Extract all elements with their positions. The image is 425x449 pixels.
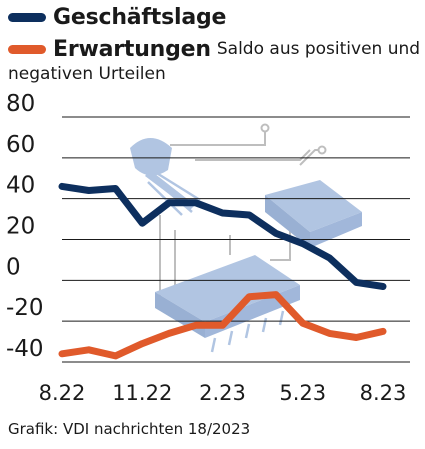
series-lines	[58, 182, 387, 360]
x-tick-label: 8.22	[39, 381, 86, 405]
legend: Geschäftslage Erwartungen Saldo aus posi…	[8, 0, 425, 84]
series-line-geschaeftslage	[58, 182, 387, 290]
legend-swatch-geschaeftslage	[8, 12, 46, 22]
x-tick-label: 11.22	[112, 381, 172, 405]
legend-note-line2: negativen Urteilen	[8, 64, 166, 84]
legend-swatch-erwartungen	[8, 44, 46, 54]
y-tick-label: -20	[6, 295, 44, 321]
x-tick-label: 8.23	[360, 381, 407, 405]
x-axis-ticks: 8.22 11.22 2.23 5.23 8.23	[39, 381, 407, 405]
legend-label-geschaeftslage: Geschäftslage	[53, 4, 227, 30]
series-line-erwartungen	[58, 291, 387, 360]
x-tick-label: 5.23	[279, 381, 326, 405]
y-axis-ticks: 80 60 40 20 0 -20 -40	[6, 91, 44, 362]
y-tick-label: 40	[6, 173, 35, 199]
legend-item-geschaeftslage: Geschäftslage	[8, 0, 425, 34]
legend-label-erwartungen: Erwartungen	[53, 36, 211, 62]
y-tick-label: 80	[6, 91, 35, 117]
y-tick-label: 0	[6, 254, 21, 280]
legend-note-line1: Saldo aus positiven und	[216, 39, 421, 59]
legend-item-erwartungen: Erwartungen Saldo aus positiven und	[8, 32, 425, 66]
decorative-chip-illustration	[130, 123, 362, 353]
y-tick-label: 60	[6, 132, 35, 158]
x-tick-label: 2.23	[199, 381, 246, 405]
y-tick-label: -40	[6, 336, 44, 362]
y-tick-label: 20	[6, 214, 35, 240]
source-credit: Grafik: VDI nachrichten 18/2023	[8, 420, 251, 438]
